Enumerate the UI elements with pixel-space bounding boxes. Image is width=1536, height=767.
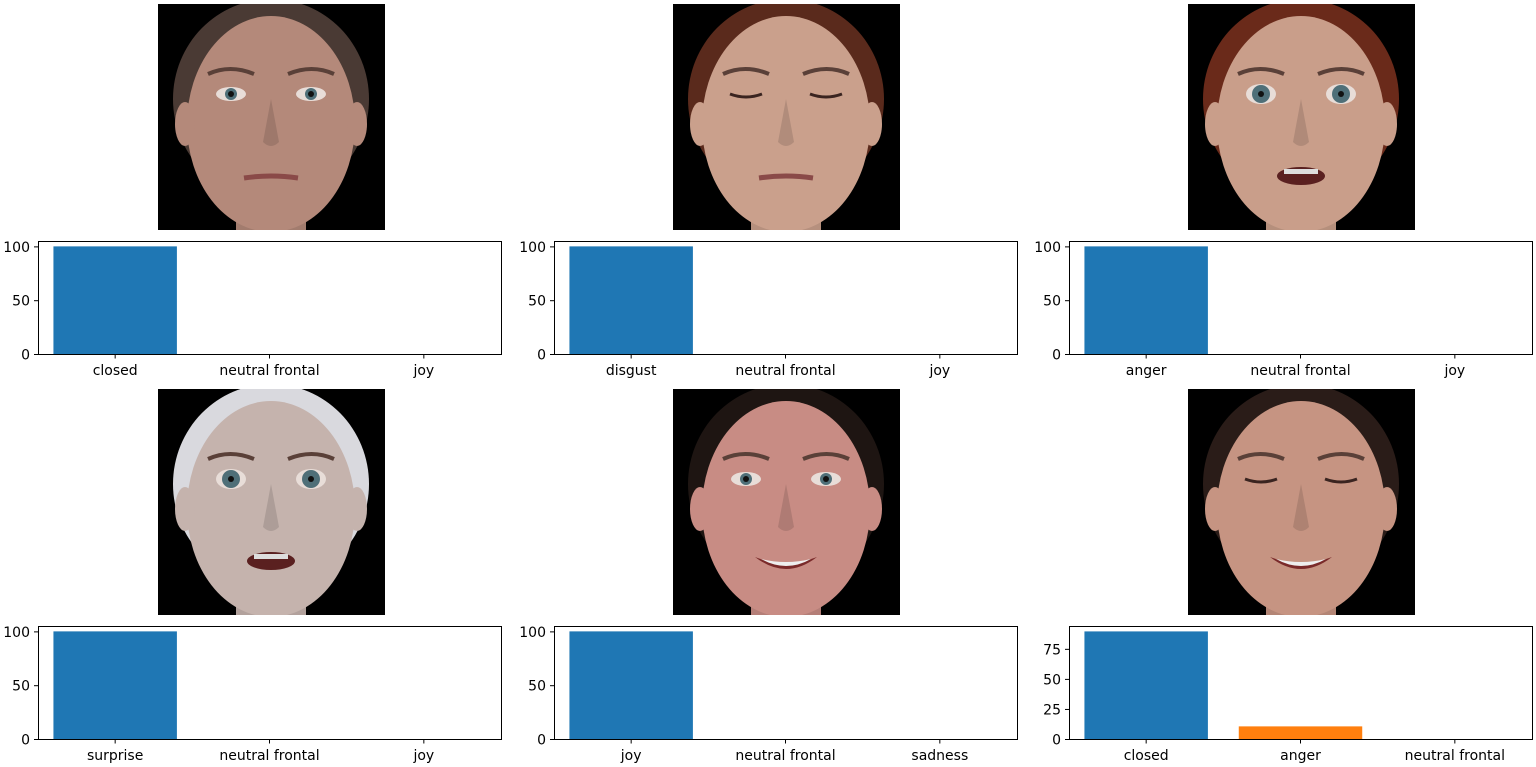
chart-svg: 0 50 100 closed neutral frontal joy [3,240,502,379]
face-image [673,389,900,615]
y-tick-label: 100 [1034,240,1061,256]
x-tick-label: neutral frontal [1405,748,1505,764]
bar-anger [1084,246,1208,354]
face-photo-5 [673,389,900,615]
bar-chart-2: 0 50 100 disgust neutral frontal joy [516,240,1018,379]
y-tick-label: 50 [1043,294,1061,310]
bar-closed [1084,631,1208,739]
chart-svg: 0 50 100 anger neutral frontal joy [1034,240,1533,379]
bar-chart-4: 0 50 100 surprise neutral frontal joy [0,625,502,764]
x-tick-label: joy [620,748,642,764]
x-tick-label: neutral frontal [735,363,835,379]
y-tick-label: 100 [3,625,30,641]
face-image [1188,389,1415,615]
y-tick-label: 50 [528,294,546,310]
bar-disgust [569,246,693,354]
bar-chart-6: 0 25 50 75 closed anger neutral frontal [1031,626,1533,764]
y-tick-label: 0 [537,348,546,364]
face-photo-2 [673,4,900,230]
x-tick-label: joy [412,363,434,379]
y-tick-label: 50 [1043,672,1061,688]
y-tick-label: 25 [1043,702,1061,718]
bar-anger [1238,726,1363,739]
x-tick-label: sadness [911,748,968,764]
y-tick-label: 100 [519,625,546,641]
face-photo-1 [158,4,385,230]
bar-chart-5: 0 50 100 joy neutral frontal sadness [516,625,1018,764]
bar-chart-3: 0 50 100 anger neutral frontal joy [1031,240,1533,379]
x-tick-label: surprise [87,748,143,764]
x-tick-label: neutral frontal [735,748,835,764]
face-image [673,4,900,230]
bar-joy [569,631,693,739]
y-tick-label: 0 [21,733,30,749]
x-tick-label: closed [93,363,138,379]
y-tick-label: 100 [519,240,546,256]
y-tick-label: 75 [1043,642,1061,658]
y-tick-label: 100 [3,240,30,256]
x-tick-label: joy [412,748,434,764]
bar-closed [53,246,177,354]
x-tick-label: anger [1280,748,1321,764]
x-tick-label: closed [1124,748,1169,764]
y-tick-label: 0 [537,733,546,749]
x-tick-label: anger [1126,363,1167,379]
face-image [1188,4,1415,230]
y-tick-label: 0 [1052,733,1061,749]
y-tick-label: 50 [12,294,30,310]
x-tick-label: neutral frontal [1250,363,1350,379]
x-tick-label: neutral frontal [219,748,319,764]
x-tick-label: joy [1443,363,1465,379]
x-tick-label: neutral frontal [219,363,319,379]
face-photo-6 [1188,389,1415,615]
face-photo-3 [1188,4,1415,230]
chart-svg: 0 50 100 joy neutral frontal sadness [519,625,1018,764]
bar-surprise [53,631,177,739]
chart-svg: 0 50 100 surprise neutral frontal joy [3,625,502,764]
y-tick-label: 50 [12,679,30,695]
chart-svg: 0 50 100 disgust neutral frontal joy [519,240,1018,379]
y-tick-label: 0 [1052,348,1061,364]
x-tick-label: joy [928,363,950,379]
y-tick-label: 0 [21,348,30,364]
face-image [158,4,385,230]
y-tick-label: 50 [528,679,546,695]
face-photo-4 [158,389,385,615]
chart-svg: 0 25 50 75 closed anger neutral frontal [1043,626,1533,764]
x-tick-label: disgust [606,363,657,379]
bar-chart-1: 0 50 100 closed neutral frontal joy [0,240,502,379]
face-image [158,389,385,615]
